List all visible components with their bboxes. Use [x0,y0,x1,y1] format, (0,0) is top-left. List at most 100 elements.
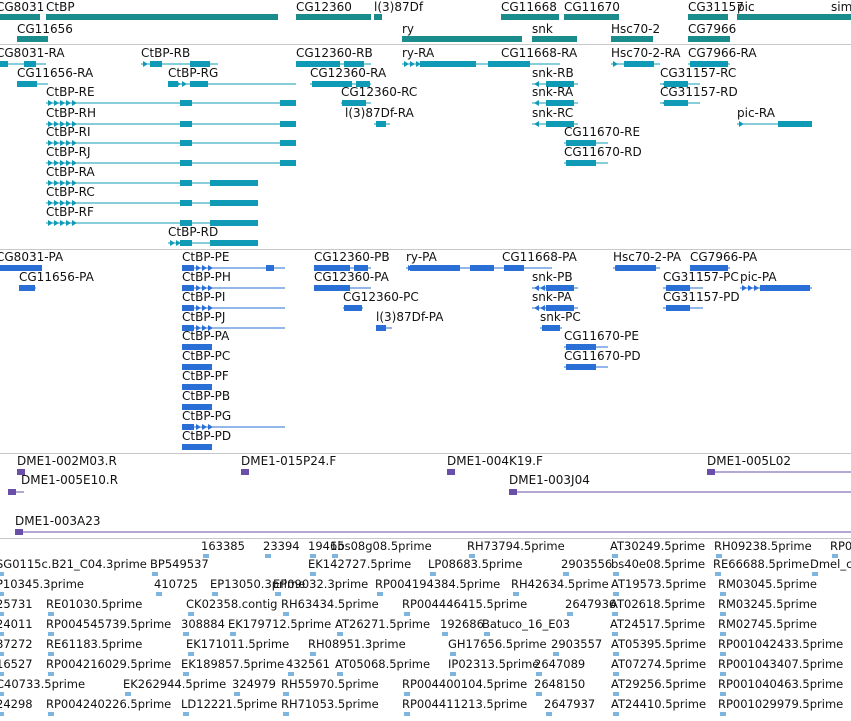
est-label-rp001042433-5prime[interactable]: RP001042433.5prime [718,637,844,651]
protein-label-cg12360-pb[interactable]: CG12360-PB [314,250,390,264]
est-label-gh17656-5prime[interactable]: GH17656.5prime [448,637,547,651]
est-label-rp004194384-5prime[interactable]: RP004194384.5prime [375,577,501,591]
transcript-label-l-3-87df-ra[interactable]: l(3)87Df-RA [345,106,414,120]
est-bar-at24410-5prime[interactable] [613,712,619,716]
gene-label-cg11656[interactable]: CG11656 [17,22,73,36]
protein-label-cg11670-pd[interactable]: CG11670-PD [564,349,641,363]
protein-exon-ctbp-pb[interactable] [182,404,212,410]
gene-label-cg31157[interactable]: CG31157 [688,0,744,14]
transcript-exon-ctbp-ri[interactable] [180,140,192,146]
protein-label-ctbp-pi[interactable]: CtBP-PI [182,290,226,304]
transcript-exon-cg31157-rc[interactable] [664,81,688,87]
est-bar-at30249-5prime[interactable] [612,554,618,558]
protein-exon-ry-pa[interactable] [470,265,494,271]
gene-bar-cg11668[interactable] [501,14,559,20]
transcript-label-pic-ra[interactable]: pic-RA [737,106,775,120]
protein-exon-ctbp-pd[interactable] [182,444,212,450]
est-label-re61183-5prime[interactable]: RE61183.5prime [46,637,143,651]
transcript-exon-ctbp-re[interactable] [180,100,192,106]
est-label-2903557[interactable]: 2903557 [551,637,603,651]
est-bar-2648150[interactable] [536,692,542,696]
protein-exon-snk-pa[interactable] [546,305,574,311]
transcript-label-cg31157-rc[interactable]: CG31157-RC [660,66,737,80]
gene-bar-cg8031[interactable] [0,14,40,20]
clone-label-dme1-015p24-f[interactable]: DME1-015P24.F [241,454,337,468]
transcript-exon-ctbp-rc[interactable] [210,200,258,206]
transcript-exon-ry-ra[interactable] [488,61,512,67]
est-bar-87272[interactable] [0,652,4,656]
est-bar-432561[interactable] [288,672,294,676]
protein-label-cg31157-pc[interactable]: CG31157-PC [663,270,739,284]
est-label-2648150[interactable]: 2648150 [534,677,586,691]
clone-label-dme1-002m03-r[interactable]: DME1-002M03.R [17,454,117,468]
protein-exon-cg12360-pb[interactable] [314,265,350,271]
est-bar-rp001043407-5prime[interactable] [720,672,726,676]
est-bar-at29256-5prime[interactable] [613,692,619,696]
est-bar-2647936[interactable] [567,612,573,616]
gene-label-cg11670[interactable]: CG11670 [564,0,620,14]
est-label-at29256-5prime[interactable]: AT29256.5prime [611,677,707,691]
clone-label-dme1-005l02[interactable]: DME1-005L02 [707,454,791,468]
est-label-192686[interactable]: 192686 [440,617,484,631]
est-label-ek142727-5prime[interactable]: EK142727.5prime [308,557,412,571]
est-label-at02618-5prime[interactable]: AT02618.5prime [610,597,706,611]
transcript-label-cg11670-re[interactable]: CG11670-RE [564,125,641,139]
est-label-rp004446415-5prime[interactable]: RP004446415.5prime [402,597,528,611]
transcript-exon-ctbp-rh[interactable] [180,121,192,127]
est-bar-rh73794-5prime[interactable] [469,554,475,558]
transcript-label-cg12360-ra[interactable]: CG12360-RA [310,66,387,80]
gene-bar-ry[interactable] [402,36,522,42]
gene-bar-snk[interactable] [532,36,577,42]
est-bar-rh08951-3prime[interactable] [310,652,316,656]
transcript-exon-ctbp-re[interactable] [280,100,296,106]
protein-label-snk-pa[interactable]: snk-PA [532,290,572,304]
protein-label-ctbp-pe[interactable]: CtBP-PE [182,250,230,264]
protein-label-cg7966-pa[interactable]: CG7966-PA [690,250,758,264]
est-bar-19465[interactable] [310,554,316,558]
est-bar-2647937[interactable] [546,712,552,716]
transcript-exon-pic-ra[interactable] [778,121,812,127]
protein-label-l-3-87df-pa[interactable]: l(3)87Df-PA [376,310,444,324]
est-bar-rp004240226-5prime[interactable] [48,712,54,716]
est-bar-re01030-5prime[interactable] [48,612,54,616]
transcript-exon-ctbp-rf[interactable] [210,220,258,226]
est-bar-308884[interactable] [183,632,189,636]
est-label-rh42634-5prime[interactable]: RH42634.5prime [511,577,609,591]
gene-bar-hsc70-2[interactable] [611,36,653,42]
transcript-exon-ctbp-rc[interactable] [180,200,192,206]
protein-label-cg11668-pa[interactable]: CG11668-PA [502,250,577,264]
est-bar-ck02358-contig[interactable] [188,612,194,616]
est-label-rh55970-5prime[interactable]: RH55970.5prime [281,677,379,691]
transcript-label-cg12360-rb[interactable]: CG12360-RB [296,46,373,60]
transcript-exon-ctbp-rh[interactable] [280,121,296,127]
est-bar-rp004411213-5prime[interactable] [404,712,410,716]
gene-bar-ctbp[interactable] [46,14,278,20]
est-label-rp004240226-5prime[interactable]: RP004240226.5prime [46,697,172,711]
est-label-rp0[interactable]: RP0 [830,539,851,553]
est-bar-324979[interactable] [234,692,240,696]
est-bar-p10345-3prime[interactable] [0,592,4,596]
clone-end-dme1-015p24-f[interactable] [241,469,249,475]
est-bar-rp004400104-5prime[interactable] [404,692,410,696]
transcript-exon-ctbp-rj[interactable] [180,160,192,166]
est-bar-rm03245-5prime[interactable] [720,612,726,616]
gene-label-snk[interactable]: snk [532,22,553,36]
gene-bar-cg7966[interactable] [688,36,730,42]
transcript-exon-ctbp-ra[interactable] [180,180,192,186]
transcript-label-ctbp-rg[interactable]: CtBP-RG [168,66,219,80]
est-bar-24011[interactable] [0,632,4,636]
transcript-exon-ctbp-rf[interactable] [180,220,192,226]
est-bar-rh71053-5prime[interactable] [283,712,289,716]
gene-label-cg7966[interactable]: CG7966 [688,22,737,36]
est-bar-ep09032-3prime[interactable] [275,592,281,596]
gene-label-cg12360[interactable]: CG12360 [296,0,352,14]
clone-end-dme1-003j04[interactable] [509,489,517,495]
transcript-exon-ctbp-rg[interactable] [190,81,208,87]
est-bar-rp004545739-5prime[interactable] [48,632,54,636]
est-label-at24410-5prime[interactable]: AT24410.5prime [611,697,707,711]
gene-label-cg11668[interactable]: CG11668 [501,0,557,14]
est-label-24011[interactable]: 24011 [0,617,33,631]
gene-bar-cg11670[interactable] [564,14,619,20]
est-bar-ek179712-5prime[interactable] [230,632,236,636]
